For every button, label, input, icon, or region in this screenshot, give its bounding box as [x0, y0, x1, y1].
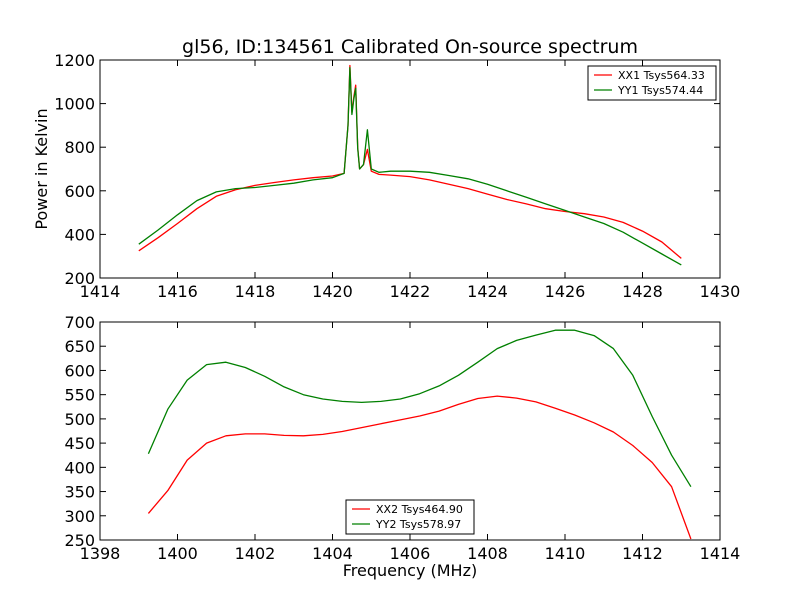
chart-panel-2: 1398 1400 1402 1404 1406 1408 1410 1412 1414 250 3… — [64, 313, 740, 580]
y-tick-label: 400 — [64, 458, 95, 477]
x-tick-label: 1428 — [622, 282, 663, 301]
y-tick-label: 600 — [64, 182, 95, 201]
legend-box — [587, 65, 717, 101]
y-tick-label: 350 — [64, 483, 95, 502]
legend-1: XX1 Tsys564.33 YY1 Tsys574.44 — [587, 65, 717, 101]
legend-label: XX1 Tsys564.33 — [618, 69, 705, 82]
y-tick-label: 200 — [64, 269, 95, 288]
y-tick-label: 450 — [64, 434, 95, 453]
legend-2: XX2 Tsys464.90 YY2 Tsys578.97 — [345, 499, 475, 535]
charts-layer: 1414 1416 1418 1420 1422 1424 1426 1428 1430 200 4… — [32, 51, 740, 580]
y-tick-label: 650 — [64, 337, 95, 356]
x-tick-label: 1416 — [157, 282, 198, 301]
y-tick-label: 550 — [64, 386, 95, 405]
x-tick-label: 1414 — [700, 544, 741, 563]
plot-frame — [99, 59, 721, 279]
x-tick-label: 1410 — [545, 544, 586, 563]
y-tick-label: 700 — [64, 313, 95, 332]
x-tick-label: 1430 — [700, 282, 741, 301]
chart-panel-1: 1414 1416 1418 1420 1422 1424 1426 1428 1430 200 4… — [32, 51, 740, 301]
y-tick-label: 500 — [64, 410, 95, 429]
x-tick-label: 1412 — [622, 544, 663, 563]
series-line-xx2 — [147, 395, 692, 540]
legend-label: YY1 Tsys574.44 — [617, 84, 703, 97]
x-tick-label: 1406 — [390, 544, 431, 563]
x-tick-label: 1418 — [235, 282, 276, 301]
x-tick-label: 1422 — [390, 282, 431, 301]
y-tick-label: 300 — [64, 507, 95, 526]
x-tick-label: 1414 — [80, 282, 121, 301]
x-tick-label: 1420 — [312, 282, 353, 301]
y-tick-label: 1000 — [54, 95, 95, 114]
plot-frame — [99, 321, 721, 541]
x-axis-title: Frequency (MHz) — [343, 561, 477, 580]
y-tick-label: 800 — [64, 138, 95, 157]
legend-label: YY2 Tsys578.97 — [375, 518, 461, 531]
y-tick-label: 1200 — [54, 51, 95, 70]
x-tick-label: 1402 — [235, 544, 276, 563]
series-line-yy2 — [147, 329, 692, 488]
x-tick-label: 1400 — [157, 544, 198, 563]
x-tick-label: 1426 — [545, 282, 586, 301]
y-tick-label: 600 — [64, 361, 95, 380]
x-tick-label: 1408 — [467, 544, 508, 563]
x-tick-label: 1404 — [312, 544, 353, 563]
x-tick-label: 1398 — [80, 544, 121, 563]
legend-label: XX2 Tsys464.90 — [376, 503, 463, 516]
figure-title: gl56, ID:134561 Calibrated On-source spe… — [182, 36, 638, 58]
y-tick-label: 400 — [64, 225, 95, 244]
series-line-yy1 — [138, 66, 682, 266]
legend-box — [345, 499, 475, 535]
x-tick-label: 1424 — [467, 282, 508, 301]
y-tick-label: 250 — [64, 531, 95, 550]
y-axis-title: Power in Kelvin — [32, 108, 51, 229]
